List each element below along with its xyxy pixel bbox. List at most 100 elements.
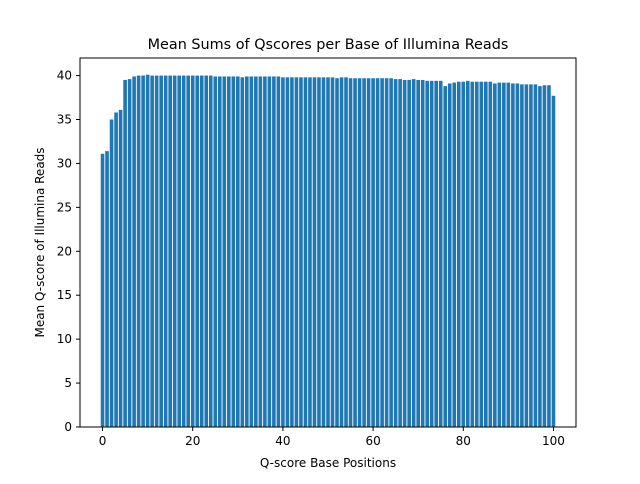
bar: [267, 76, 272, 427]
bar: [533, 84, 538, 428]
y-tick-label: 0: [64, 420, 72, 434]
bar: [254, 76, 258, 427]
bar: [245, 76, 249, 427]
bar: [199, 75, 204, 427]
plot-frame: [79, 57, 577, 428]
bar: [150, 75, 154, 427]
bar: [497, 82, 502, 427]
x-tick-label: 60: [365, 434, 380, 448]
bar: [123, 79, 127, 428]
bar: [276, 76, 281, 427]
bar: [136, 75, 141, 427]
x-axis-label: Q-score Base Positions: [260, 456, 396, 470]
bar: [542, 85, 547, 428]
bar: [452, 82, 457, 427]
bar: [389, 78, 393, 428]
bar: [484, 81, 488, 427]
bar: [204, 75, 209, 427]
chart-title: Mean Sums of Qscores per Base of Illumin…: [148, 37, 509, 53]
bar: [384, 78, 389, 428]
bar: [281, 77, 285, 427]
bar: [132, 76, 136, 427]
bar: [465, 80, 470, 427]
bar: [515, 83, 520, 427]
bar: [163, 75, 168, 427]
bar: [303, 77, 308, 427]
bar: [168, 75, 172, 427]
bar: [357, 78, 362, 428]
y-tick-label: 30: [57, 156, 72, 170]
bar: [366, 78, 371, 428]
bar: [470, 81, 475, 427]
bar: [353, 78, 357, 428]
bar: [335, 78, 339, 428]
y-tick-label: 25: [57, 200, 72, 214]
bar: [258, 76, 263, 427]
y-axis-ticks: 0 5 10 15 20 25 30 35 40: [57, 69, 80, 434]
bar: [236, 76, 240, 427]
bar: [393, 79, 398, 427]
bar: [127, 79, 132, 427]
bar: [398, 79, 402, 427]
bar: [145, 74, 150, 427]
x-tick-label: 20: [185, 434, 200, 448]
bar: [371, 78, 375, 428]
bar: [524, 84, 529, 428]
bar: [217, 76, 222, 427]
bar: [181, 75, 186, 427]
bar: [425, 80, 430, 427]
bar: [227, 76, 231, 427]
bar: [231, 76, 236, 427]
bar: [141, 75, 145, 427]
bar: [263, 76, 267, 427]
bar: [493, 83, 497, 427]
bar: [213, 76, 218, 427]
bar: [317, 77, 321, 427]
bar: [272, 76, 276, 427]
bar: [344, 77, 348, 427]
bar: [502, 82, 506, 427]
bar: [375, 78, 380, 428]
x-tick-label: 100: [542, 434, 565, 448]
bar: [447, 83, 452, 427]
bar: [159, 75, 163, 427]
bar: [249, 76, 254, 427]
bar: [240, 77, 245, 427]
bar: [321, 77, 326, 427]
bar: [109, 119, 114, 427]
bar: [506, 82, 511, 427]
bar: [402, 79, 407, 428]
bar: [456, 81, 461, 427]
bar: [420, 79, 425, 428]
x-axis-ticks: 0 20 40 60 80 100: [99, 427, 565, 448]
bar: [290, 77, 294, 427]
bar: [339, 77, 344, 427]
bar: [105, 151, 109, 427]
bar: [299, 77, 303, 427]
bar: [208, 75, 213, 427]
bar: [511, 83, 515, 427]
bar: [100, 153, 105, 427]
bar: [380, 78, 384, 428]
bar: [294, 77, 299, 427]
y-tick-label: 10: [57, 332, 72, 346]
bar: [154, 75, 159, 427]
bar: [429, 80, 434, 427]
y-axis-label: Mean Q-score of Illumina Reads: [33, 147, 47, 337]
bar: [195, 75, 200, 427]
bar: [529, 84, 533, 428]
y-tick-label: 15: [57, 288, 72, 302]
bar: [312, 77, 317, 427]
x-tick-label: 80: [456, 434, 471, 448]
bar: [308, 77, 312, 427]
y-tick-label: 20: [57, 244, 72, 258]
bar: [172, 75, 177, 427]
bar: [114, 112, 118, 427]
bar: [177, 75, 182, 427]
bar: [438, 80, 443, 427]
bars-group: [100, 74, 556, 428]
bar: [330, 77, 335, 427]
bar: [488, 81, 493, 427]
